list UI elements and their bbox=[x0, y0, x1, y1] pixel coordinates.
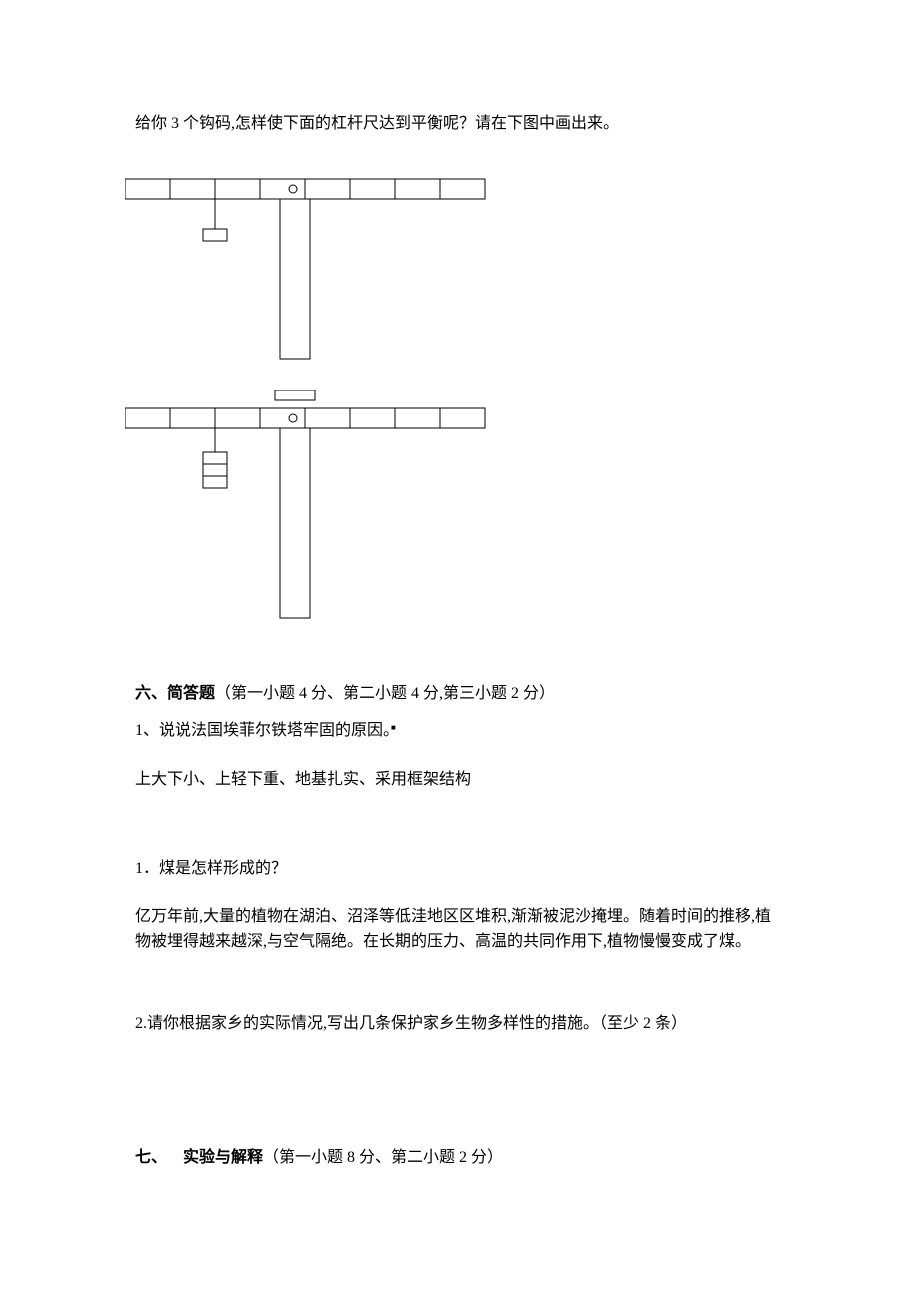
question-intro: 给你 3 个钩码,怎样使下面的杠杆尺达到平衡呢？请在下图中画出来。 bbox=[135, 110, 785, 139]
lever-diagram-2 bbox=[125, 390, 495, 630]
section-6-scoring: （第一小题 4 分、第二小题 4 分,第三小题 2 分） bbox=[215, 685, 555, 702]
section-7-scoring: （第一小题 8 分、第二小题 2 分） bbox=[263, 1149, 503, 1166]
section-6-heading: 六、简答题（第一小题 4 分、第二小题 4 分,第三小题 2 分） bbox=[135, 680, 785, 709]
lever-diagram-1 bbox=[125, 169, 495, 379]
question-1: 1、说说法国埃菲尔铁塔牢固的原因。 bbox=[135, 717, 785, 746]
question-2: 1．煤是怎样形成的？ bbox=[135, 855, 785, 884]
answer-2: 亿万年前,大量的植物在湖泊、沼泽等低洼地区区堆积,渐渐被泥沙掩埋。随着时间的推移… bbox=[135, 904, 785, 955]
marker-icon: ■ bbox=[391, 721, 396, 735]
section-7-heading: 七、 实验与解释（第一小题 8 分、第二小题 2 分） bbox=[135, 1144, 785, 1173]
section-7-num: 七、 bbox=[135, 1149, 167, 1166]
answer-1: 上大下小、上轻下重、地基扎实、采用框架结构 bbox=[135, 766, 785, 795]
section-7-title: 实验与解释 bbox=[183, 1149, 263, 1166]
question-3: 2.请你根据家乡的实际情况,写出几条保护家乡生物多样性的措施。（至少 2 条） bbox=[135, 1010, 785, 1039]
lever-diagrams bbox=[125, 169, 785, 641]
section-6-title: 六、简答题 bbox=[135, 685, 215, 702]
